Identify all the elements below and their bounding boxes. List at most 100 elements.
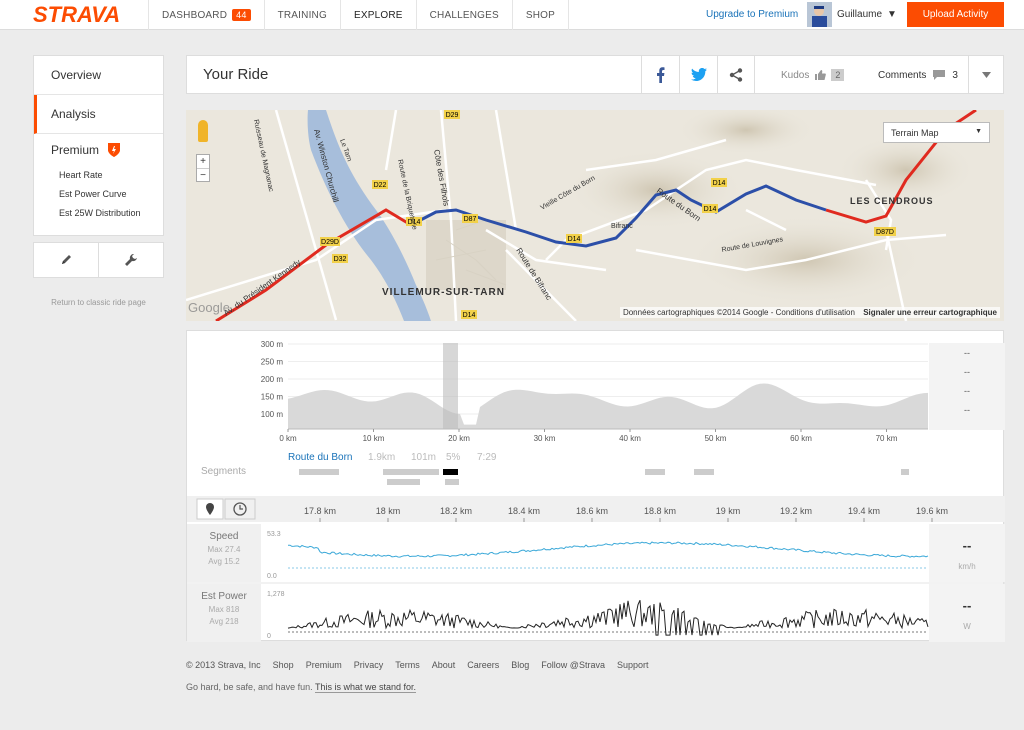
motto-link[interactable]: This is what we stand for. (314, 682, 416, 693)
elevation-side-value: -- (964, 348, 970, 358)
zoom-axis-tick: 18.6 km (576, 506, 608, 516)
elevation-y-tick: 200 m (261, 375, 284, 384)
elevation-y-tick: 250 m (261, 358, 284, 367)
premium-label: Premium (51, 142, 100, 157)
map-attribution: Données cartographiques ©2014 Google - C… (619, 307, 1000, 318)
power-value: -- (963, 598, 972, 613)
footer-link-premium[interactable]: Premium (305, 660, 342, 670)
upgrade-premium-link[interactable]: Upgrade to Premium (706, 9, 799, 20)
street-view-pegman-icon[interactable] (198, 120, 208, 142)
svg-text:D14: D14 (568, 236, 581, 243)
segment-bar (901, 469, 909, 475)
more-actions-dropdown[interactable] (968, 56, 1003, 93)
terrain-shading (566, 150, 746, 230)
comments-count: 3 (952, 69, 958, 81)
map-canvas: D29 D22 D29D D32 D14 D87 D14 D14 D87D D1… (186, 110, 1004, 321)
classic-ride-page-link[interactable]: Return to classic ride page (51, 298, 146, 307)
sidebar-item-25w-distribution[interactable]: Est 25W Distribution (59, 208, 141, 218)
segment-bar (299, 469, 339, 475)
footer-link-privacy[interactable]: Privacy (353, 660, 384, 670)
segment-distance: 1.9km (368, 452, 395, 463)
footer-link-about[interactable]: About (431, 660, 456, 670)
segment-bar (645, 469, 665, 475)
sidebar-item-overview[interactable]: Overview (34, 56, 163, 95)
strava-logo[interactable]: STRAVA (33, 3, 131, 25)
nav-explore[interactable]: EXPLORE (339, 0, 416, 30)
elevation-x-tick: 30 km (534, 434, 556, 443)
activity-header: Your Ride Kudos 2 Comments 3 (186, 55, 1004, 94)
zoom-in-button[interactable]: + (200, 156, 206, 167)
speed-value-panel (929, 524, 1005, 582)
nav-training-label: TRAINING (277, 9, 327, 21)
facebook-share-button[interactable] (641, 56, 679, 93)
segments-label: Segments (201, 466, 246, 477)
settings-button[interactable] (99, 243, 163, 277)
footer-link-blog[interactable]: Blog (511, 660, 530, 670)
sidebar-item-heart-rate[interactable]: Heart Rate (59, 170, 103, 180)
speed-axis-bottom: 0.0 (267, 573, 277, 580)
share-button[interactable] (717, 56, 755, 93)
kudos-button[interactable]: Kudos 2 (781, 69, 845, 81)
segment-bar (445, 479, 459, 485)
google-logo: Google (188, 300, 230, 315)
logo-text: STRAVA (33, 3, 120, 25)
motto-text: Go hard, be safe, and have fun. (186, 682, 313, 692)
sidebar-tools (33, 242, 164, 278)
footer-link-shop[interactable]: Shop (272, 660, 294, 670)
elevation-x-tick: 70 km (876, 434, 898, 443)
svg-text:LES CENDROUS: LES CENDROUS (850, 196, 934, 206)
footer-link-support[interactable]: Support (616, 660, 649, 670)
footer-link-careers[interactable]: Careers (467, 660, 500, 670)
nav-dashboard[interactable]: DASHBOARD 44 (148, 0, 264, 30)
sidebar-premium-section: Premium Heart Rate Est Power Curve Est 2… (34, 134, 163, 235)
footer-links: © 2013 Strava, Inc Shop Premium Privacy … (186, 660, 648, 670)
town-area (426, 220, 506, 290)
zoom-axis-tick: 18.8 km (644, 506, 676, 516)
map-zoom-control[interactable]: + − (196, 154, 210, 182)
svg-text:D29: D29 (446, 112, 459, 119)
segment-bar (383, 469, 439, 475)
power-label-panel (187, 584, 261, 642)
footer-link-follow[interactable]: Follow @Strava (541, 660, 605, 670)
sidebar-item-power-curve[interactable]: Est Power Curve (59, 189, 127, 199)
svg-text:D29D: D29D (321, 239, 339, 246)
sidebar-item-analysis[interactable]: Analysis (34, 95, 163, 134)
report-map-error-link[interactable]: Signaler une erreur cartographique (863, 308, 997, 317)
avatar-image (807, 2, 832, 27)
svg-text:VILLEMUR-SUR-TARN: VILLEMUR-SUR-TARN (382, 287, 505, 298)
map-pin-icon (206, 503, 214, 515)
comment-icon (933, 70, 946, 80)
upload-activity-button[interactable]: Upload Activity (907, 2, 1004, 27)
map-type-select[interactable]: Terrain Map ▼ (883, 122, 990, 143)
footer-link-terms[interactable]: Terms (395, 660, 420, 670)
power-line (287, 599, 929, 636)
sidebar-item-premium[interactable]: Premium (51, 142, 163, 157)
elevation-x-tick: 0 km (279, 434, 297, 443)
nav-challenges[interactable]: CHALLENGES (415, 0, 512, 30)
notification-badge: 44 (232, 9, 251, 21)
zoom-out-button[interactable]: − (197, 168, 209, 182)
facebook-icon (656, 66, 664, 83)
speed-line (288, 541, 929, 558)
kudos-count: 2 (831, 69, 845, 81)
tarn-river (307, 110, 431, 321)
clock-icon (233, 502, 247, 516)
power-max: Max 818 (209, 605, 240, 614)
edit-button[interactable] (34, 243, 99, 277)
sidebar: Overview Analysis Premium Heart Rate Est… (33, 55, 164, 307)
elevation-x-tick: 50 km (705, 434, 727, 443)
route-map[interactable]: D29 D22 D29D D32 D14 D87 D14 D14 D87D D1… (186, 110, 1004, 321)
speed-axis-top: 53.3 (267, 531, 281, 538)
zoom-axis-tick: 19.2 km (780, 506, 812, 516)
nav-training[interactable]: TRAINING (263, 0, 340, 30)
premium-shield-icon (108, 143, 121, 157)
twitter-icon (690, 68, 707, 81)
analysis-chart-canvas[interactable]: -- -- -- -- 300 m 250 m 200 m 150 m 100 m 0 km 10 … (187, 331, 1005, 642)
user-menu[interactable]: Guillaume ▼ (807, 2, 897, 27)
map-attribution-text[interactable]: Données cartographiques ©2014 Google - C… (622, 308, 855, 317)
segment-grade: 5% (446, 452, 461, 463)
chevron-down-icon (981, 71, 991, 78)
nav-shop[interactable]: SHOP (511, 0, 570, 30)
comments-button[interactable]: Comments 3 (878, 69, 958, 81)
twitter-share-button[interactable] (679, 56, 717, 93)
